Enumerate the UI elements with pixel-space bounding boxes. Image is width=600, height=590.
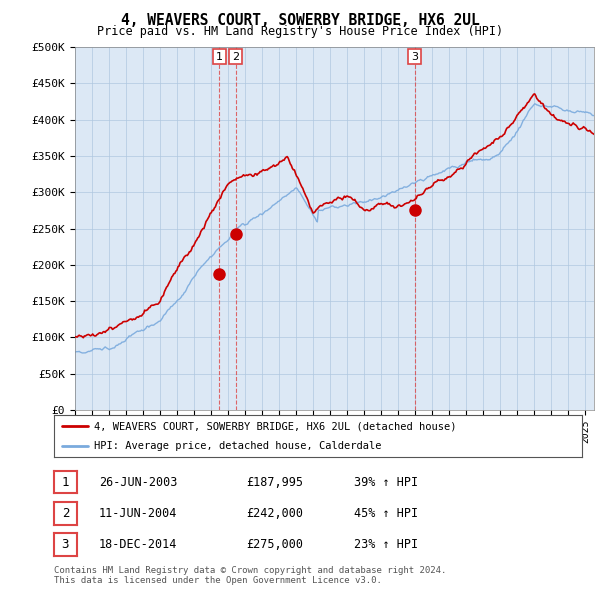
Text: 1: 1 bbox=[216, 52, 223, 61]
Text: £187,995: £187,995 bbox=[246, 476, 303, 489]
Text: 2: 2 bbox=[232, 52, 239, 61]
Text: 45% ↑ HPI: 45% ↑ HPI bbox=[354, 507, 418, 520]
Text: 2: 2 bbox=[62, 507, 69, 520]
Text: 4, WEAVERS COURT, SOWERBY BRIDGE, HX6 2UL: 4, WEAVERS COURT, SOWERBY BRIDGE, HX6 2U… bbox=[121, 13, 479, 28]
Text: 1: 1 bbox=[62, 476, 69, 489]
Text: HPI: Average price, detached house, Calderdale: HPI: Average price, detached house, Cald… bbox=[94, 441, 381, 451]
Text: 11-JUN-2004: 11-JUN-2004 bbox=[99, 507, 178, 520]
Text: 26-JUN-2003: 26-JUN-2003 bbox=[99, 476, 178, 489]
Text: Price paid vs. HM Land Registry's House Price Index (HPI): Price paid vs. HM Land Registry's House … bbox=[97, 25, 503, 38]
Text: 23% ↑ HPI: 23% ↑ HPI bbox=[354, 538, 418, 551]
Text: Contains HM Land Registry data © Crown copyright and database right 2024.
This d: Contains HM Land Registry data © Crown c… bbox=[54, 566, 446, 585]
Text: 39% ↑ HPI: 39% ↑ HPI bbox=[354, 476, 418, 489]
Text: £275,000: £275,000 bbox=[246, 538, 303, 551]
Text: 3: 3 bbox=[62, 538, 69, 551]
Text: £242,000: £242,000 bbox=[246, 507, 303, 520]
Text: 18-DEC-2014: 18-DEC-2014 bbox=[99, 538, 178, 551]
Text: 4, WEAVERS COURT, SOWERBY BRIDGE, HX6 2UL (detached house): 4, WEAVERS COURT, SOWERBY BRIDGE, HX6 2U… bbox=[94, 421, 456, 431]
Text: 3: 3 bbox=[411, 52, 418, 61]
